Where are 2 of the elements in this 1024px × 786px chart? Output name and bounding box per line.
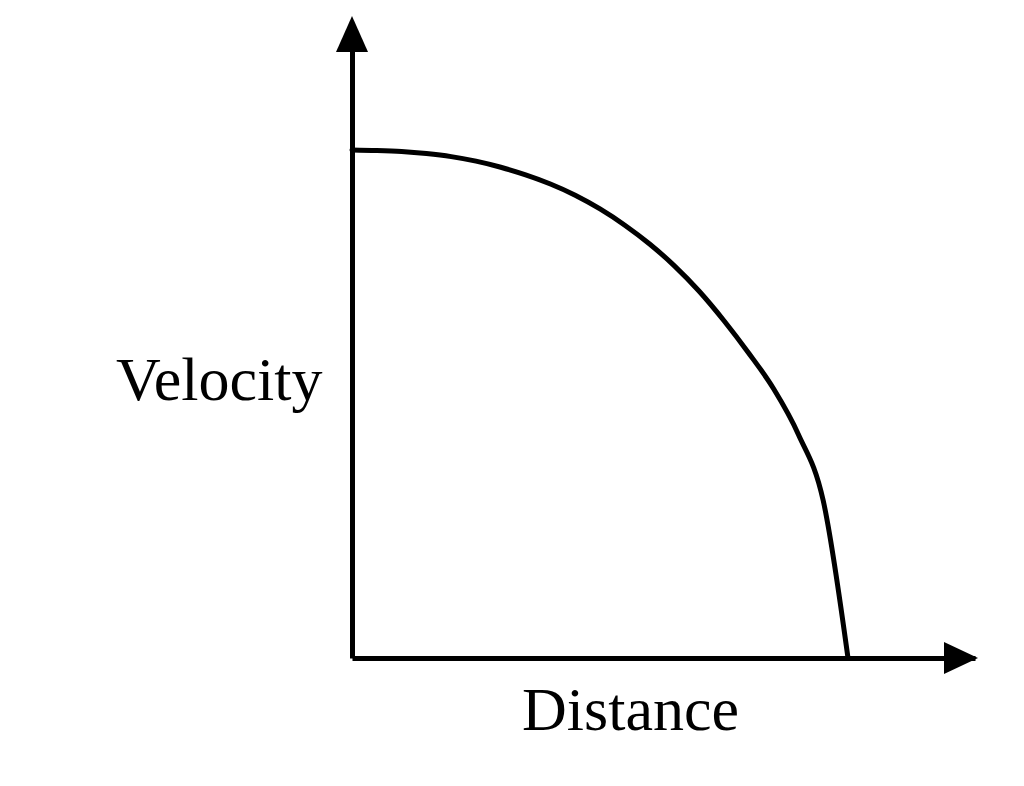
y-axis-title: Velocity: [115, 344, 323, 413]
x-axis-title: Distance: [522, 674, 739, 743]
